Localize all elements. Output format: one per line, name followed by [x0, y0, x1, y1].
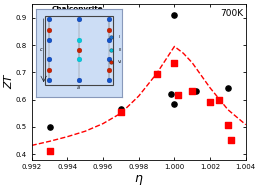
Point [194, 90, 198, 93]
Point [172, 61, 177, 64]
Text: Chalcopyrite: Chalcopyrite [52, 6, 103, 12]
Point [119, 111, 123, 114]
Point [47, 125, 51, 128]
X-axis label: η: η [135, 172, 143, 185]
Point [172, 103, 177, 106]
Point [217, 99, 221, 102]
Point [176, 93, 180, 96]
Point [229, 139, 233, 142]
Point [190, 89, 194, 92]
Point [119, 108, 123, 111]
Point [154, 73, 159, 76]
Text: η=c/2a: η=c/2a [66, 17, 90, 23]
Text: 700K: 700K [220, 9, 244, 18]
Point [226, 123, 230, 126]
Point [169, 92, 173, 95]
Point [208, 100, 212, 103]
Point [172, 14, 177, 17]
Y-axis label: ZT: ZT [4, 75, 14, 89]
Point [226, 86, 230, 89]
Point [47, 149, 51, 152]
